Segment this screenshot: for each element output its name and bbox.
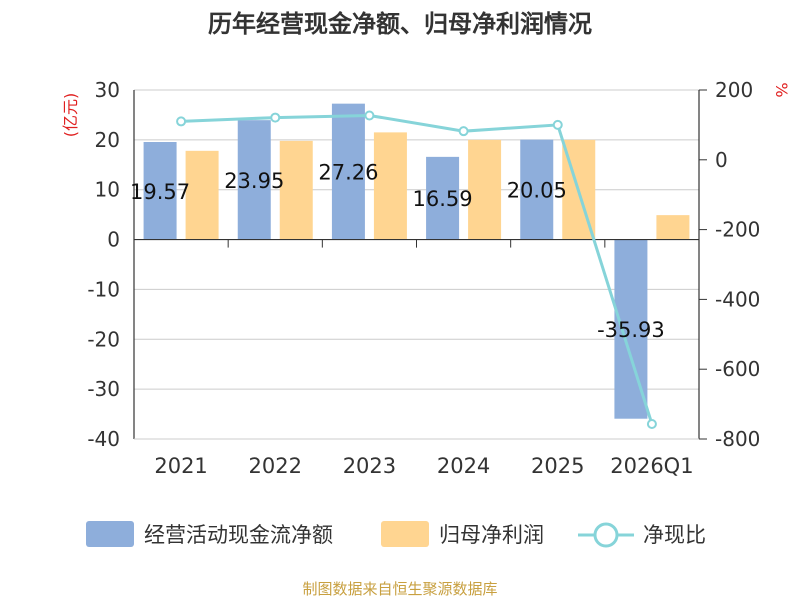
ratio-point (458, 126, 469, 137)
left-axis-unit: (亿元) (61, 93, 80, 138)
bar-cashflow (426, 156, 460, 240)
legend: 经营活动现金流净额 归母净利润 净现比 (86, 521, 706, 548)
category-label: 2025 (531, 454, 584, 478)
bars (143, 103, 690, 419)
bar-profit (656, 215, 690, 240)
right-tick-label: 200 (715, 78, 753, 102)
category-label: 2023 (343, 454, 396, 478)
data-label: 16.59 (413, 187, 473, 211)
right-tick-label: 0 (715, 148, 728, 172)
left-tick-label: 20 (95, 128, 120, 152)
legend-swatch-profit (381, 521, 429, 547)
ratio-point (364, 110, 375, 121)
left-tick-label: -40 (87, 427, 120, 451)
legend-swatch-cashflow (86, 521, 134, 547)
bar-cashflow (237, 120, 271, 240)
legend-label-profit: 归母净利润 (439, 523, 544, 547)
left-tick-label: 0 (107, 228, 120, 252)
category-label: 2024 (437, 454, 490, 478)
category-label: 2022 (249, 454, 302, 478)
category-label: 2021 (154, 454, 207, 478)
bar-cashflow (143, 142, 177, 240)
bar-cashflow (520, 139, 554, 240)
left-tick-label: -30 (87, 377, 120, 401)
gridlines (134, 89, 699, 440)
data-label: 20.05 (507, 179, 567, 203)
legend-label-ratio: 净现比 (643, 523, 706, 547)
bar-profit (185, 150, 219, 240)
ratio-point (646, 418, 657, 429)
chart-title: 历年经营现金净额、归母净利润情况 (208, 10, 592, 38)
right-axis-unit: % (772, 82, 791, 97)
legend-label-cashflow: 经营活动现金流净额 (144, 523, 333, 547)
data-label: 27.26 (318, 161, 378, 185)
bar-cashflow (331, 103, 365, 240)
left-tick-label: -10 (87, 277, 120, 301)
ratio-point (176, 116, 187, 127)
left-tick-label: -20 (87, 327, 120, 351)
data-label: 19.57 (130, 180, 190, 204)
bar-profit (373, 132, 407, 240)
legend-marker-ratio (593, 522, 619, 548)
data-label: 23.95 (224, 169, 284, 193)
right-tick-label: -800 (715, 427, 760, 451)
left-tick-label: 10 (95, 178, 120, 202)
source-note: 制图数据来自恒生聚源数据库 (302, 580, 497, 598)
bar-profit (279, 140, 313, 240)
left-tick-label: 30 (95, 78, 120, 102)
axes: 30 20 10 0 -10 -20 -30 -40 200 0 -200 -400 -600 -800 2… (87, 78, 760, 478)
bar-profit (468, 139, 502, 240)
right-tick-label: -600 (715, 357, 760, 381)
ratio-line (176, 110, 657, 429)
ratio-point (270, 112, 281, 123)
data-label: -35.93 (597, 318, 665, 342)
right-tick-label: -400 (715, 287, 760, 311)
data-labels: 19.57 23.95 27.26 16.59 20.05 -35.93 (130, 161, 665, 343)
ratio-line-path (181, 113, 654, 425)
ratio-point (552, 119, 563, 130)
category-label: 2026Q1 (610, 454, 693, 478)
right-tick-label: -200 (715, 218, 760, 242)
